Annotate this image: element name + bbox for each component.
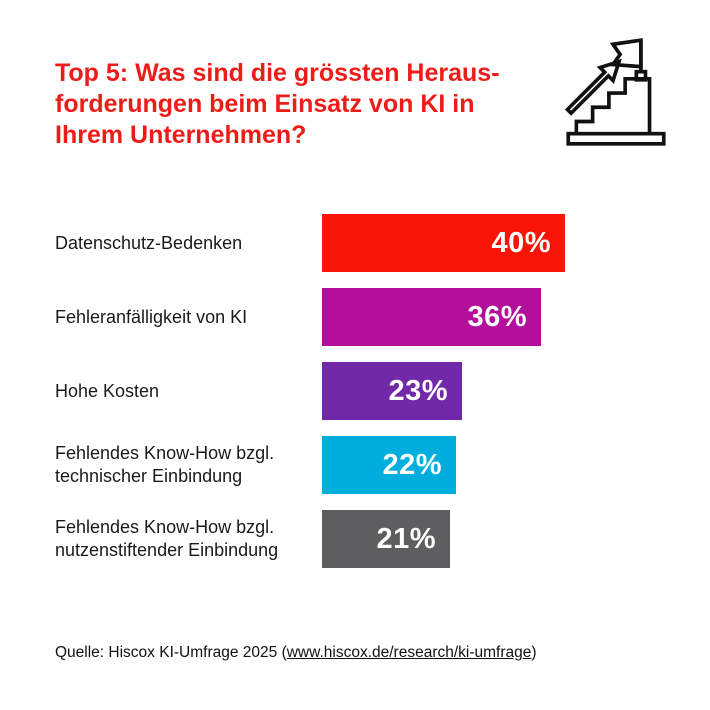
- value-label: 21%: [376, 522, 436, 555]
- bar: 40%: [322, 214, 565, 272]
- source-note: Quelle: Hiscox KI-Umfrage 2025 (www.hisc…: [55, 643, 537, 663]
- category-label: Datenschutz-Bedenken: [55, 232, 243, 253]
- value-label: 23%: [388, 374, 448, 407]
- bar: 23%: [322, 362, 462, 420]
- icon-arrow: [564, 58, 622, 116]
- source-suffix: ): [531, 644, 537, 661]
- value-label: 22%: [382, 448, 442, 481]
- value-label: 36%: [467, 300, 527, 333]
- source-link[interactable]: www.hiscox.de/research/ki-umfrage: [286, 644, 532, 661]
- category-label: Hohe Kosten: [55, 380, 160, 401]
- category-label: Fehlendes Know-How bzgl. technischer Ein…: [55, 443, 275, 486]
- page-title-line-2: forderungen beim Einsatz von KI in: [55, 90, 475, 118]
- page-title-line-3: Ihrem Unternehmen?: [55, 121, 307, 149]
- chart-row: Fehlendes Know-How bzgl. nutzenstiftende…: [55, 510, 710, 568]
- chart-row: Fehlendes Know-How bzgl. technischer Ein…: [55, 436, 710, 494]
- bar: 36%: [322, 288, 541, 346]
- chart-row: Fehleranfälligkeit von KI 36%: [55, 288, 710, 346]
- stairs-flag-arrow-icon: [555, 28, 677, 154]
- page-title-line-1: Top 5: Was sind die grössten Heraus-: [55, 59, 500, 87]
- bar: 22%: [322, 436, 456, 494]
- page-title: Top 5: Was sind die grössten Heraus- for…: [55, 58, 535, 151]
- source-prefix: Quelle: Hiscox KI-Umfrage 2025 (: [55, 644, 287, 661]
- bar-chart: Datenschutz-Bedenken 40% Fehleranfälligkei…: [55, 214, 710, 584]
- bar: 21%: [322, 510, 450, 568]
- value-label: 40%: [491, 226, 551, 259]
- icon-base: [566, 131, 666, 146]
- category-label: Fehlendes Know-How bzgl. nutzenstiftende…: [55, 517, 279, 560]
- icon-flag: [609, 38, 643, 69]
- chart-row: Hohe Kosten 23%: [55, 362, 710, 420]
- chart-row: Datenschutz-Bedenken 40%: [55, 214, 710, 272]
- icon-pole-knob: [634, 69, 648, 82]
- category-label: Fehleranfälligkeit von KI: [55, 306, 248, 327]
